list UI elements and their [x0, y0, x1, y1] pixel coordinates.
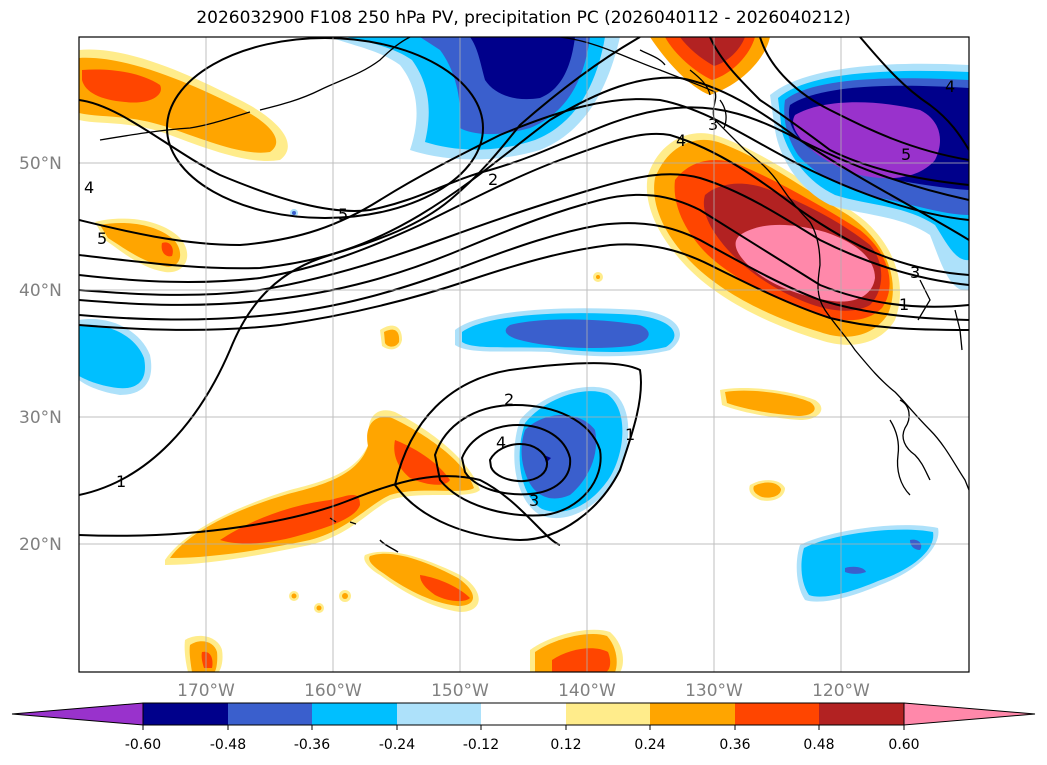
pv-contour [859, 37, 969, 151]
precip-negative-region [521, 415, 597, 499]
map-frame [78, 36, 970, 673]
pv-contour [79, 193, 969, 308]
colorbar-segment [312, 703, 397, 725]
pv-contour-label: 1 [899, 295, 909, 314]
precip-positive-region [384, 329, 400, 347]
precip-negative-dot [292, 211, 296, 215]
precip-negative-region [910, 539, 922, 550]
pv-contour-label: 2 [504, 390, 514, 409]
colorbar-segment [650, 703, 735, 725]
pv-contour-label: 4 [84, 178, 94, 197]
pv-contour [488, 442, 549, 483]
longitude-labels: 170°W 160°W 150°W 140°W 130°W 120°W [177, 681, 870, 701]
pv-contour-label: 4 [945, 77, 955, 96]
lon-label-150w: 150°W [431, 681, 489, 701]
lon-label-120w: 120°W [812, 681, 870, 701]
colorbar-extend-low [11, 702, 144, 726]
precip-negative-region [801, 529, 934, 597]
colorbar-segment [143, 703, 228, 725]
pv-contour [393, 362, 642, 542]
lon-label-160w: 160°W [304, 681, 362, 701]
precip-positive-region [82, 69, 161, 103]
colorbar-tick-label: -0.36 [294, 737, 330, 753]
precip-positive-region [100, 222, 181, 267]
colorbar-segment [228, 703, 312, 725]
pv-contour-label: 1 [116, 472, 126, 491]
pv-contour-label: 3 [708, 115, 718, 134]
precip-positive-region [725, 390, 815, 416]
colorbar-segment [481, 703, 566, 725]
colorbar-tick-label: 0.60 [888, 737, 919, 753]
pv-contour [79, 98, 969, 247]
pv-contour [433, 403, 602, 517]
precip-positive-dot [342, 593, 348, 599]
pv-contour [79, 76, 969, 270]
precip-negative-region [79, 324, 145, 389]
pv-contour-labels: 1 2 3 4 5 1 2 3 4 1 3 4 5 5 4 [84, 77, 955, 510]
precip-positive-region [680, 37, 745, 66]
pv-contour [79, 222, 969, 321]
colorbar-extend-high [903, 702, 1036, 726]
lat-label-50n: 50°N [19, 154, 62, 174]
pv-contour-label: 1 [625, 425, 635, 444]
pv-contour [79, 475, 561, 546]
colorbar-tick-label: -0.12 [463, 737, 499, 753]
pv-contour-label: 5 [901, 145, 911, 164]
colorbar-tick-label: -0.60 [125, 737, 161, 753]
lon-label-130w: 130°W [685, 681, 743, 701]
pv-contour [79, 132, 969, 283]
precip-positive-region [161, 242, 173, 257]
precip-positive-region [394, 440, 450, 485]
pv-contour-label: 2 [488, 170, 498, 189]
precip-positive-dot [596, 275, 600, 279]
precip-positive-region [552, 648, 611, 672]
lat-label-30n: 30°N [19, 408, 62, 428]
precip-positive-region [201, 651, 213, 668]
lat-label-20n: 20°N [19, 535, 62, 555]
colorbar-tick-label: 0.24 [634, 737, 665, 753]
precip-negative-region [845, 566, 866, 574]
colorbar-segment [397, 703, 481, 725]
colorbar-segment [566, 703, 650, 725]
precip-positive-dot [316, 605, 322, 611]
pv-contour-label: 5 [338, 205, 348, 224]
colorbar-segment [735, 703, 819, 725]
precip-negative-region [505, 319, 649, 348]
pv-contour [79, 37, 641, 496]
colorbar-tick-label: -0.24 [379, 737, 415, 753]
precip-positive-region [735, 224, 875, 302]
colorbar-tick-label: 0.48 [803, 737, 834, 753]
pv-contour [709, 37, 969, 186]
precip-positive-dot [291, 593, 297, 599]
colorbar-frame [142, 702, 905, 726]
colorbar-segment [819, 703, 904, 725]
lon-label-170w: 170°W [177, 681, 235, 701]
colorbar: -0.60 -0.48 -0.36 -0.24 -0.12 0.12 0.24 … [11, 702, 1036, 753]
precip-negative-region [470, 37, 575, 100]
lat-label-40n: 40°N [19, 281, 62, 301]
precip-positive-region [753, 482, 781, 498]
lon-label-140w: 140°W [558, 681, 616, 701]
colorbar-tick-label: -0.48 [210, 737, 246, 753]
precip-positive-region [420, 575, 470, 602]
precip-positive-region [220, 495, 360, 544]
map-title: 2026032900 F108 250 hPa PV, precipitatio… [196, 8, 851, 28]
pv-contour-label: 4 [496, 433, 506, 452]
pv-contour [460, 423, 572, 496]
pv-contour [166, 37, 484, 219]
colorbar-tick-label: 0.36 [719, 737, 750, 753]
pv-contour-label: 5 [97, 229, 107, 248]
colorbar-tick-label: 0.12 [550, 737, 581, 753]
pv-contour-label: 3 [910, 263, 920, 282]
pv-contour [759, 37, 969, 161]
pv-contour-label: 3 [529, 491, 539, 510]
gridlines [79, 37, 969, 672]
pv-contour-label: 4 [676, 131, 686, 150]
latitude-labels: 50°N 40°N 30°N 20°N [19, 154, 62, 555]
